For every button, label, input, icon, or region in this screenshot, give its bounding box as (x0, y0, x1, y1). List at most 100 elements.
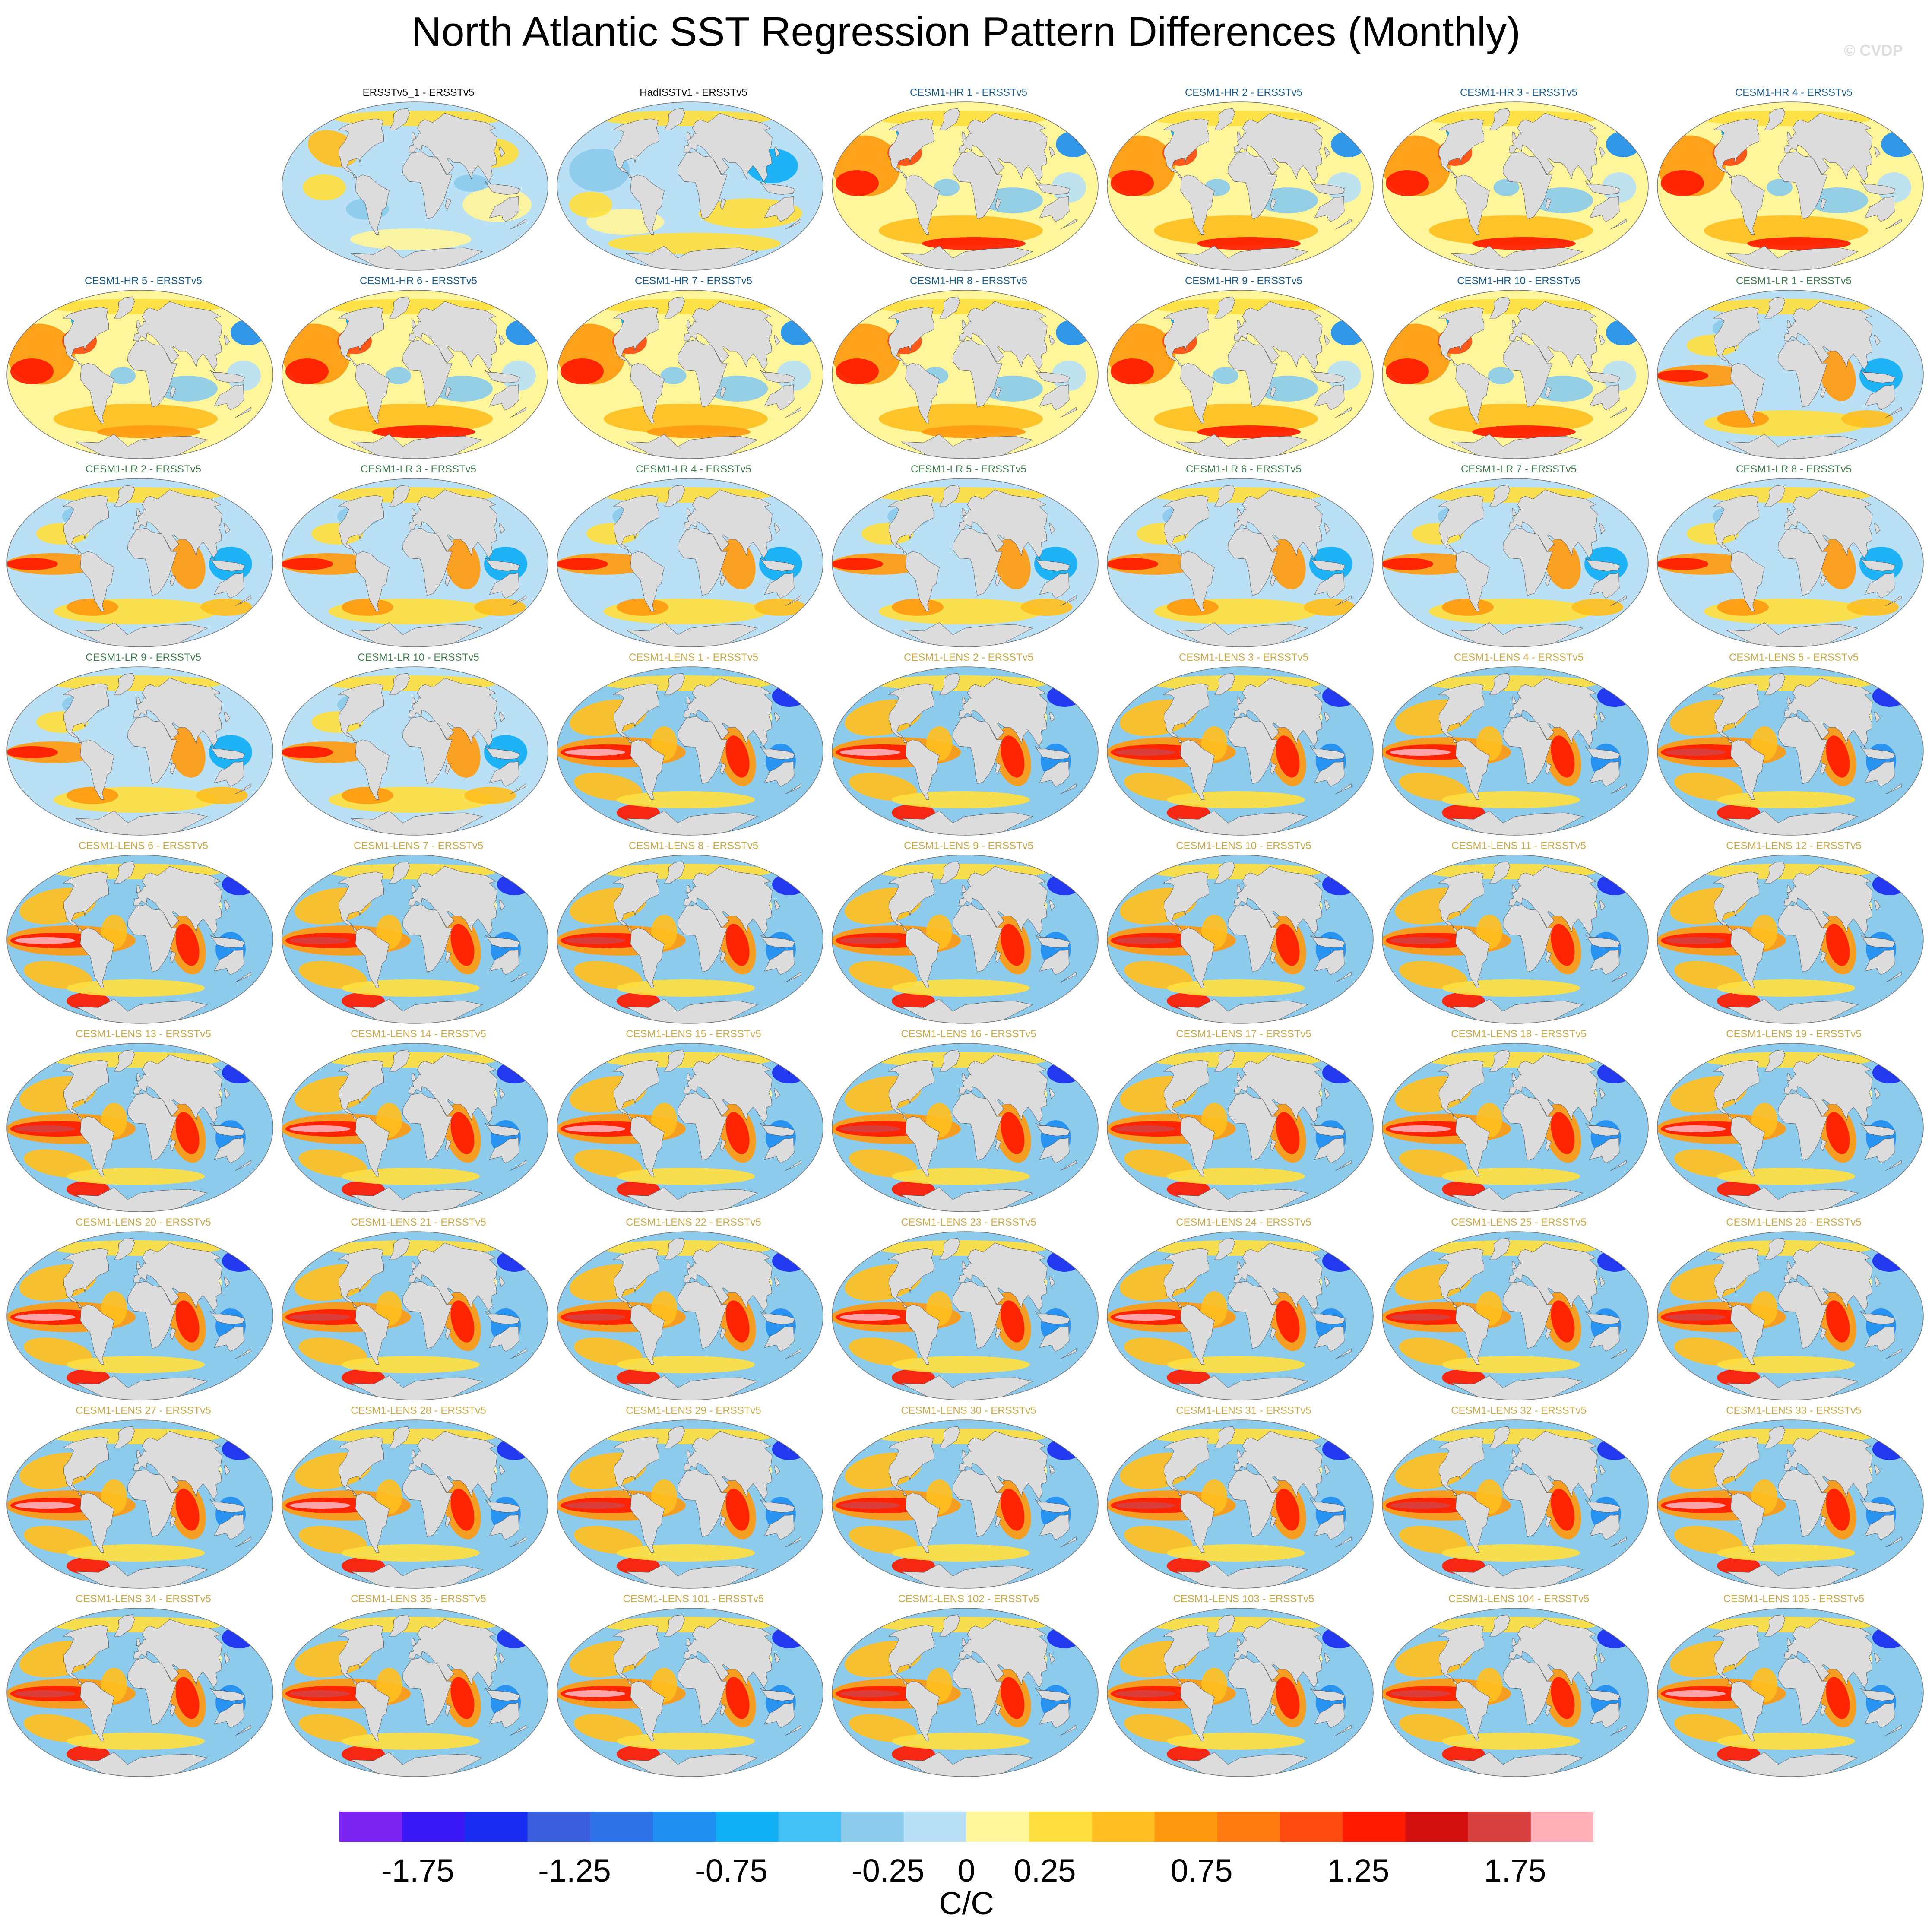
colorbar-tick-label: 1.75 (1484, 1853, 1546, 1888)
land-mass (170, 386, 176, 398)
land-mass (901, 811, 1033, 835)
land-mass (1162, 1060, 1209, 1119)
land-mass (355, 1681, 390, 1742)
land-mass (1060, 595, 1077, 606)
land-mass (209, 1499, 245, 1513)
panel-title: CESM1-LENS 14 - ERSSTv5 (351, 1028, 486, 1040)
land-mass (887, 1436, 934, 1496)
land-mass (127, 904, 177, 973)
land-mass (235, 407, 251, 418)
land-mass (1511, 1073, 1517, 1081)
map-border (557, 478, 823, 647)
land-mass (1270, 1704, 1276, 1716)
land-mass (1176, 1564, 1308, 1588)
land-mass (664, 1426, 685, 1448)
land-mass (1314, 573, 1345, 599)
land-mass (489, 949, 519, 975)
land-mass (1176, 811, 1308, 835)
map-svg (832, 1419, 1099, 1589)
panel-title: CESM1-LENS 1 - ERSSTv5 (628, 652, 759, 663)
land-mass (1545, 951, 1552, 963)
land-mass (612, 495, 659, 554)
land-mass (958, 301, 1048, 373)
land-mass (337, 118, 384, 178)
map-panel: CESM1-HR 6 - ERSSTv5 (281, 275, 556, 463)
map-svg (6, 1608, 273, 1777)
land-mass (445, 1516, 451, 1528)
panel-title: CESM1-LENS 34 - ERSSTv5 (76, 1593, 211, 1605)
land-mass (1511, 508, 1517, 516)
land-mass (764, 1326, 795, 1352)
land-mass (1585, 558, 1621, 571)
land-mass (1310, 369, 1346, 383)
land-mass (1489, 108, 1511, 130)
panel-title: ERSSTv5_1 - ERSSTv5 (362, 87, 475, 98)
panel-title: CESM1-LR 4 - ERSSTv5 (635, 463, 752, 475)
land-mass (1585, 1499, 1621, 1513)
land-mass (1786, 884, 1792, 893)
panel-title: CESM1-HR 1 - ERSSTv5 (909, 87, 1028, 98)
land-mass (1438, 1060, 1484, 1119)
panel-title: CESM1-LENS 8 - ERSSTv5 (628, 840, 759, 852)
land-mass (1786, 1261, 1792, 1270)
land-mass (223, 523, 230, 534)
land-mass (1048, 1088, 1055, 1099)
land-mass (1730, 1304, 1765, 1365)
map-svg (1657, 290, 1924, 459)
land-mass (1180, 551, 1215, 612)
land-mass (1713, 307, 1759, 366)
map-svg (1382, 1419, 1649, 1589)
land-mass (1764, 1426, 1786, 1448)
land-mass (887, 1625, 934, 1684)
map-border (282, 478, 548, 647)
land-mass (1783, 678, 1873, 749)
land-mass (127, 1657, 177, 1726)
land-mass (1035, 1687, 1071, 1701)
land-mass (408, 866, 497, 938)
land-mass (1511, 884, 1517, 893)
land-mass (720, 386, 726, 398)
land-mass (686, 508, 692, 516)
land-mass (1335, 783, 1352, 795)
land-mass (1786, 131, 1792, 140)
land-mass (485, 1311, 520, 1324)
panel-title: CESM1-LENS 13 - ERSSTv5 (76, 1028, 211, 1040)
land-mass (136, 320, 142, 328)
land-mass (1503, 151, 1553, 219)
land-mass (80, 928, 114, 988)
map-panel: CESM1-LENS 16 - ERSSTv5 (831, 1028, 1106, 1216)
colorbar-swatch (653, 1812, 716, 1842)
land-mass (612, 871, 659, 931)
land-mass (1885, 219, 1902, 230)
map-panel: CESM1-LENS 31 - ERSSTv5 (1106, 1404, 1381, 1593)
colorbar-swatch (716, 1812, 779, 1842)
land-mass (1060, 1536, 1077, 1548)
land-mass (1585, 746, 1621, 760)
map-panel: CESM1-LENS 25 - ERSSTv5 (1381, 1216, 1656, 1404)
land-mass (351, 1564, 483, 1588)
map-panel: CESM1-LENS 4 - ERSSTv5 (1381, 651, 1656, 840)
land-mass (785, 407, 801, 418)
land-mass (1451, 1375, 1584, 1400)
land-mass (664, 485, 685, 507)
land-mass (411, 696, 417, 705)
map-border (557, 101, 823, 271)
map-border (1107, 1231, 1374, 1400)
map-border (1107, 1608, 1374, 1777)
map-svg (1657, 855, 1924, 1024)
land-mass (485, 746, 520, 760)
land-mass (389, 296, 410, 319)
land-mass (678, 1281, 728, 1349)
land-mass (1860, 181, 1896, 195)
colorbar-tick-label: 1.25 (1327, 1853, 1390, 1888)
land-mass (664, 108, 685, 130)
map-svg (6, 1231, 273, 1400)
map-svg (1382, 478, 1649, 647)
map-svg (1382, 101, 1649, 271)
map-border (282, 1043, 548, 1212)
panel-title: CESM1-LENS 33 - ERSSTv5 (1726, 1405, 1862, 1416)
land-mass (1455, 739, 1490, 800)
land-mass (1489, 1614, 1511, 1637)
panel-title: CESM1-LENS 28 - ERSSTv5 (351, 1405, 486, 1416)
land-mass (1820, 574, 1827, 586)
